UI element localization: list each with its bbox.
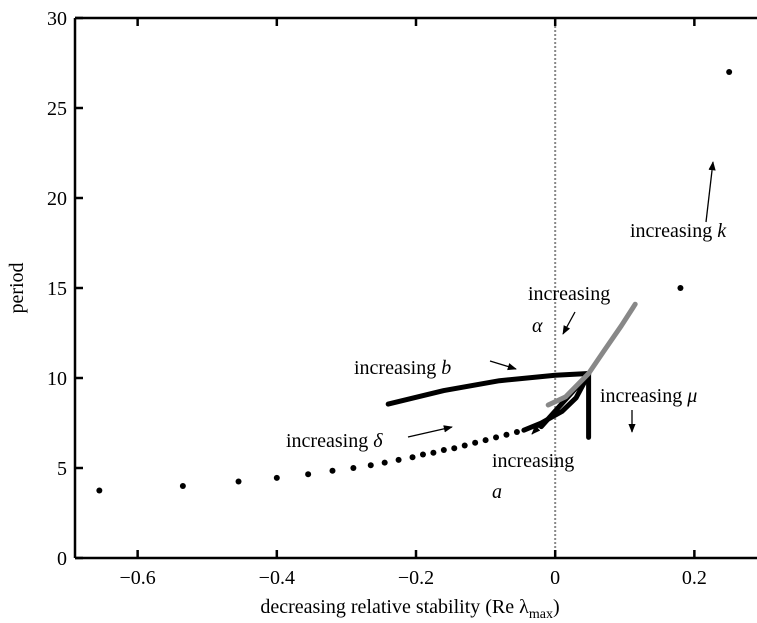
- data-point: [451, 445, 458, 452]
- data-point: [461, 442, 468, 449]
- series-line-2: [521, 371, 592, 433]
- data-point: [235, 478, 242, 485]
- arrow-b: [489, 360, 517, 371]
- x-axis-label: decreasing relative stability (Re λmax): [260, 596, 559, 622]
- series-line-3: [385, 371, 592, 407]
- data-point: [419, 451, 426, 458]
- data-point: [726, 69, 733, 75]
- y-tick-label: 25: [47, 98, 67, 120]
- data-point: [179, 483, 186, 489]
- data-point: [472, 439, 479, 446]
- data-point: [677, 285, 684, 291]
- arrow-alpha: [562, 311, 576, 335]
- y-tick-label: 0: [57, 548, 67, 570]
- data-point: [513, 429, 520, 435]
- data-point: [482, 437, 489, 444]
- data-point: [350, 465, 357, 471]
- annotation-alpha-symbol: α: [532, 315, 543, 337]
- annotation-a-symbol: a: [492, 481, 502, 503]
- annotation-alpha-label: increasing: [528, 283, 610, 305]
- x-tick-label: 0.2: [682, 567, 707, 589]
- x-tick-label: −0.2: [398, 567, 434, 589]
- data-point: [381, 459, 388, 466]
- data-point: [440, 447, 447, 453]
- data-point: [493, 434, 500, 441]
- annotations: increasing b increasing δ increasing a i…: [286, 220, 727, 503]
- annotation-arrows: [407, 161, 716, 438]
- data-point: [409, 454, 416, 461]
- x-tick-label: −0.4: [259, 567, 295, 589]
- data-point: [430, 449, 437, 456]
- annotation-delta: increasing δ: [286, 430, 383, 452]
- annotation-k: increasing k: [630, 220, 727, 242]
- arrow-delta: [407, 425, 453, 438]
- axis-ticks: −0.6 −0.4 −0.2 0 0.2 0 5 10 15 20 25 30: [47, 8, 707, 589]
- y-axis-label: period: [6, 262, 28, 313]
- annotation-a-label: increasing: [492, 450, 574, 472]
- y-tick-label: 5: [57, 458, 67, 480]
- data-point: [329, 467, 336, 474]
- plot-frame: [73, 16, 757, 560]
- series-line-6: [545, 301, 638, 408]
- annotation-b: increasing b: [354, 357, 451, 379]
- y-tick-label: 20: [47, 188, 67, 210]
- annotation-mu: increasing μ: [600, 385, 697, 407]
- x-tick-label: −0.6: [119, 567, 155, 589]
- data-point: [395, 456, 402, 463]
- arrow-a: [531, 419, 546, 435]
- data-point: [273, 474, 280, 481]
- data-point: [367, 462, 374, 469]
- arrow-k: [705, 161, 716, 223]
- data-point: [96, 487, 103, 494]
- data-point: [503, 431, 510, 438]
- x-tick-label: 0: [550, 567, 560, 589]
- data-series: [96, 69, 733, 494]
- data-point: [305, 471, 312, 478]
- y-tick-label: 15: [47, 278, 67, 300]
- y-tick-label: 10: [47, 368, 67, 390]
- y-tick-label: 30: [47, 8, 67, 30]
